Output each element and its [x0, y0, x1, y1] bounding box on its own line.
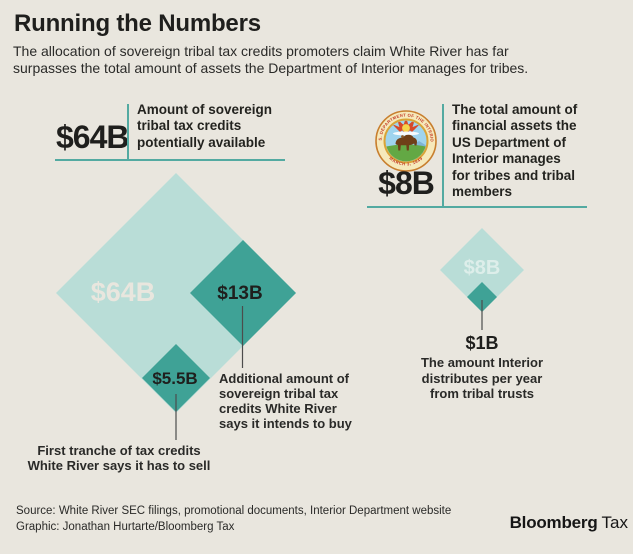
right-horizontal-rule: [367, 206, 587, 208]
credits-buy-diamond-label: $13B: [217, 283, 263, 304]
left-vertical-rule: [127, 104, 129, 160]
brand-bloomberg: Bloomberg: [509, 513, 598, 532]
interior-assets-diamond: [440, 228, 524, 312]
credits-buy-diamond: [190, 240, 296, 346]
page-subtitle: The allocation of sovereign tribal tax c…: [13, 43, 529, 76]
source-line: Source: White River SEC filings, promoti…: [16, 505, 452, 517]
credits-sell-diamond: [142, 344, 210, 412]
bison-icon: [395, 134, 417, 151]
credits-callout-description: Amount of sovereign tribal tax credits p…: [137, 102, 273, 150]
interior-distribute-diamond: [467, 282, 497, 312]
brand-tax: Tax: [601, 513, 628, 532]
page-title: Running the Numbers: [14, 10, 261, 37]
interior-total-value: $8B: [378, 165, 435, 201]
distribute-annotation: The amount Interior distributes per year…: [420, 355, 544, 401]
interior-assets-diamond-label: $8B: [463, 257, 501, 279]
credits-sell-diamond-label: $5.5B: [152, 369, 198, 388]
bloomberg-tax-logo: Bloomberg Tax: [510, 513, 628, 533]
cloud-band: [393, 131, 419, 136]
left-horizontal-rule: [55, 159, 285, 161]
interior-distribute-value-label: $1B: [465, 333, 499, 353]
interior-seal-icon: U.S. DEPARTMENT OF THE INTERIOR MARCH 3,…: [375, 110, 437, 172]
buy-annotation: Additional amount of sovereign tribal ta…: [219, 371, 352, 431]
right-vertical-rule: [442, 104, 444, 207]
sun-icon: [392, 120, 420, 133]
interior-callout-description: The total amount of financial assets the…: [452, 102, 578, 200]
credits-total-value: $64B: [56, 119, 129, 155]
credits-total-diamond: [56, 173, 296, 413]
credits-total-diamond-label: $64B: [90, 277, 156, 307]
credit-line: Graphic: Jonathan Hurtarte/Bloomberg Tax: [16, 521, 235, 533]
sell-annotation: First tranche of tax credits White River…: [27, 443, 211, 473]
